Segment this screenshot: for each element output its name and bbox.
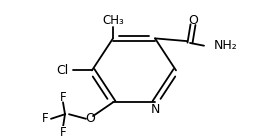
- Text: Cl: Cl: [56, 64, 68, 77]
- Text: F: F: [60, 91, 66, 104]
- Text: F: F: [60, 126, 66, 138]
- Text: O: O: [85, 112, 95, 125]
- Text: NH₂: NH₂: [214, 39, 238, 52]
- Text: N: N: [150, 103, 160, 116]
- Text: CH₃: CH₃: [102, 14, 124, 27]
- Text: F: F: [42, 112, 48, 125]
- Text: O: O: [188, 14, 198, 27]
